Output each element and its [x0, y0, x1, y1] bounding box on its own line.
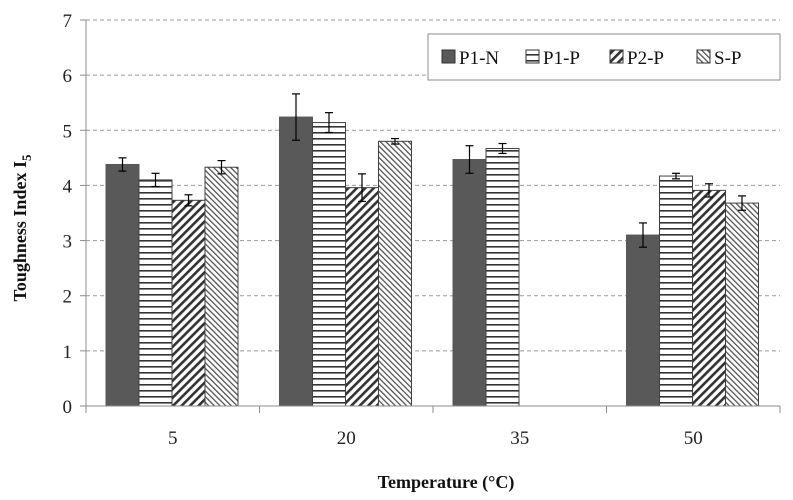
- y-axis-title: Toughness Index I5: [10, 154, 34, 301]
- legend-swatch: [441, 49, 456, 64]
- y-tick-labels: 0 1 2 3 4 5 6 7: [63, 11, 73, 418]
- bar-p1-n-5: [105, 163, 140, 407]
- error-bar: [391, 137, 399, 145]
- legend-label: P1-P: [543, 48, 580, 69]
- bar-p2-p-20: [345, 187, 379, 407]
- y-tick-label: 2: [63, 287, 73, 308]
- legend: P1-N P1-P P2-P S-P: [427, 33, 781, 81]
- x-axis-title: Temperature (°C): [378, 472, 515, 493]
- x-tick-label: 35: [510, 428, 529, 449]
- error-bar: [738, 195, 746, 211]
- x-tick-label: 5: [168, 428, 178, 449]
- y-tick-label: 4: [63, 176, 73, 197]
- x-tick-labels: 5 20 35 50: [168, 428, 703, 449]
- bar-s-p-5: [204, 166, 239, 407]
- error-bar: [184, 194, 193, 207]
- error-bar: [705, 183, 713, 198]
- legend-label: P2-P: [627, 48, 664, 69]
- legend-label: S-P: [714, 48, 741, 69]
- error-bar: [325, 112, 333, 134]
- axes: [80, 19, 781, 413]
- y-tick-label: 0: [63, 397, 73, 418]
- legend-box: [427, 33, 781, 81]
- bar-p1-p-5: [138, 179, 173, 407]
- y-tick-label: 1: [63, 342, 73, 363]
- bar-p1-p-35: [485, 147, 520, 407]
- bar-s-p-20: [378, 140, 412, 407]
- bar-s-p-50: [725, 202, 759, 407]
- y-axis-title-main: Toughness Index I: [10, 161, 30, 301]
- error-bar: [118, 157, 127, 172]
- y-tick-label: 3: [63, 232, 73, 253]
- legend-swatch: [696, 49, 711, 64]
- x-tick-label: 20: [337, 428, 356, 449]
- y-tick-label: 5: [63, 121, 73, 142]
- legend-swatch: [525, 49, 540, 64]
- legend-label: P1-N: [459, 48, 499, 69]
- bar-p1-n-20: [279, 116, 313, 407]
- bar-p1-n-35: [452, 159, 487, 407]
- bar-p2-p-5: [171, 199, 206, 407]
- error-bar: [217, 160, 226, 175]
- error-bar: [498, 142, 507, 155]
- x-tick-label: 50: [684, 428, 703, 449]
- y-tick-label: 6: [63, 66, 73, 87]
- bar-p1-p-50: [659, 175, 693, 407]
- error-bar: [358, 173, 366, 203]
- bar-p2-p-50: [692, 189, 726, 407]
- bar-p1-p-20: [312, 122, 346, 407]
- legend-swatch: [609, 49, 624, 64]
- bar-p1-n-50: [626, 234, 660, 407]
- error-bar: [151, 172, 160, 188]
- y-tick-label: 7: [63, 11, 73, 32]
- y-axis-title-subscript: 5: [19, 154, 34, 161]
- error-bar: [639, 222, 647, 248]
- error-bar: [672, 172, 680, 180]
- error-bar: [292, 93, 300, 141]
- error-bars: [118, 93, 746, 248]
- bars: [105, 116, 759, 407]
- error-bar: [465, 145, 474, 174]
